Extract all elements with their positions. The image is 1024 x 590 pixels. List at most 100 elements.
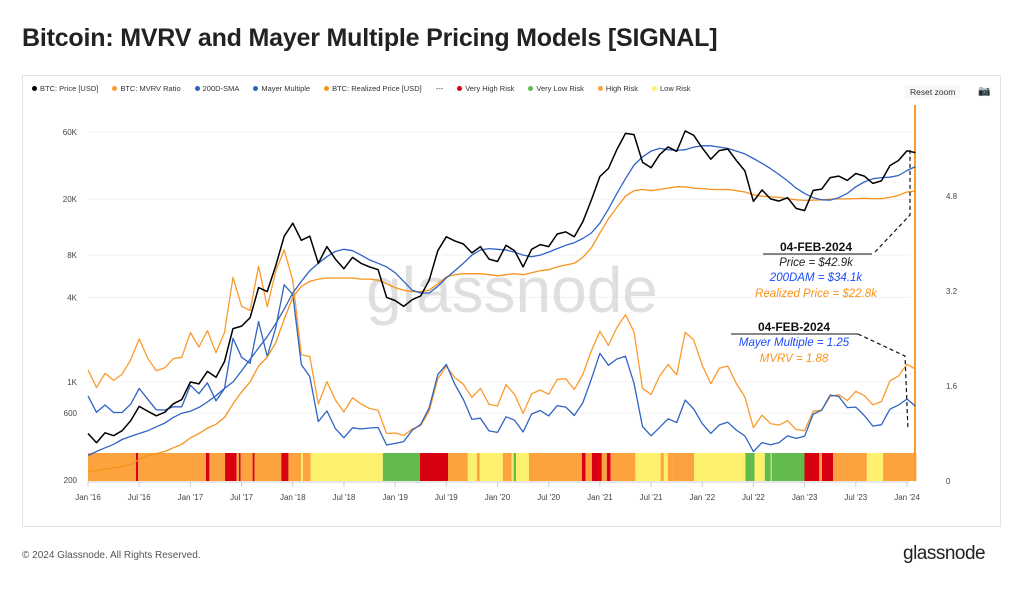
legend-dot-icon bbox=[528, 86, 534, 91]
risk-segment bbox=[635, 453, 661, 481]
annotation-leader-ratio bbox=[857, 333, 909, 431]
watermark: glassnode bbox=[366, 254, 658, 326]
legend-dot-icon bbox=[457, 86, 463, 91]
annotation-date: 04-FEB-2024 bbox=[758, 320, 830, 334]
risk-segment bbox=[745, 453, 755, 481]
annotation-price: Price = $42.9k bbox=[779, 257, 854, 269]
risk-segment bbox=[310, 453, 383, 481]
x-tick-label: Jul '23 bbox=[844, 493, 867, 502]
legend-label: BTC: Realized Price [USD] bbox=[332, 84, 422, 93]
x-tick-label: Jan '20 bbox=[485, 493, 511, 502]
risk-segment bbox=[513, 453, 516, 481]
legend-label: 200D-SMA bbox=[202, 84, 240, 93]
legend-label: Very Low Risk bbox=[536, 84, 584, 93]
sma200-line bbox=[87, 145, 916, 457]
x-tick-label: Jan '16 bbox=[75, 493, 101, 502]
legend-dot-icon bbox=[253, 86, 259, 91]
y-left-tick-label: 20K bbox=[63, 195, 78, 204]
legend-item[interactable]: Very High Risk bbox=[457, 84, 514, 93]
legend-item[interactable]: --- bbox=[436, 84, 444, 93]
risk-segment bbox=[479, 453, 503, 481]
legend-item[interactable]: Mayer Multiple bbox=[253, 84, 310, 93]
risk-segment bbox=[240, 453, 253, 481]
risk-segment bbox=[135, 453, 139, 481]
risk-segment bbox=[667, 453, 673, 481]
risk-segment bbox=[606, 453, 611, 481]
legend-item[interactable]: BTC: Price [USD] bbox=[32, 84, 98, 93]
legend-dot-icon bbox=[597, 86, 603, 91]
x-tick-label: Jan '22 bbox=[689, 493, 715, 502]
y-left-tick-label: 60K bbox=[63, 128, 78, 137]
x-tick-label: Jan '21 bbox=[587, 493, 613, 502]
legend-item[interactable]: High Risk bbox=[597, 84, 639, 93]
risk-segment bbox=[821, 453, 834, 481]
risk-segment bbox=[754, 453, 765, 481]
x-tick-label: Jul '19 bbox=[435, 493, 458, 502]
y-right-tick-label: 0 bbox=[946, 477, 951, 486]
risk-segment bbox=[585, 453, 592, 481]
risk-segment bbox=[591, 453, 602, 481]
y-left-tick-label: 1K bbox=[67, 378, 77, 387]
risk-segment bbox=[771, 453, 805, 481]
annotation-mvrv: MVRV = 1.88 bbox=[760, 353, 829, 365]
y-right-tick-label: 3.2 bbox=[946, 287, 958, 296]
y-left-tick-label: 4K bbox=[67, 293, 77, 302]
risk-segment bbox=[447, 453, 468, 481]
x-tick-label: Jan '24 bbox=[894, 493, 920, 502]
x-tick-label: Jul '17 bbox=[230, 493, 253, 502]
risk-segment bbox=[833, 453, 867, 481]
mvrv-line bbox=[87, 249, 916, 437]
legend-label: Mayer Multiple bbox=[261, 84, 311, 93]
annotation-date: 04-FEB-2024 bbox=[780, 240, 852, 254]
risk-segment bbox=[660, 453, 664, 481]
legend-item[interactable]: Low Risk bbox=[652, 84, 690, 93]
x-tick-label: Jan '17 bbox=[178, 493, 204, 502]
legend-item[interactable]: BTC: MVRV Ratio bbox=[112, 84, 181, 93]
risk-segment bbox=[601, 453, 607, 481]
risk-segment bbox=[138, 453, 206, 481]
y-left-tick-label: 200 bbox=[64, 476, 78, 485]
y-right-tick-label: 4.8 bbox=[946, 192, 958, 201]
risk-segment bbox=[672, 453, 694, 481]
x-tick-label: Jul '18 bbox=[333, 493, 356, 502]
legend: BTC: Price [USD] BTC: MVRV Ratio 200D-SMA M… bbox=[32, 84, 690, 93]
risk-segment bbox=[238, 453, 241, 481]
x-tick-label: Jul '21 bbox=[640, 493, 663, 502]
risk-segment bbox=[528, 453, 582, 481]
y-right-tick-label: 1.6 bbox=[946, 382, 958, 391]
x-tick-label: Jan '19 bbox=[382, 493, 408, 502]
risk-segment bbox=[866, 453, 884, 481]
risk-segment bbox=[281, 453, 289, 481]
legend-label: BTC: MVRV Ratio bbox=[120, 84, 181, 93]
reset-zoom-button[interactable]: Reset zoom bbox=[905, 85, 961, 99]
risk-segment bbox=[382, 453, 421, 481]
legend-dot-icon bbox=[32, 86, 37, 91]
risk-segment bbox=[515, 453, 529, 481]
legend-label: Very High Risk bbox=[465, 84, 515, 93]
legend-item[interactable]: Very Low Risk bbox=[528, 84, 584, 93]
legend-dot-icon bbox=[652, 86, 658, 91]
risk-segment bbox=[467, 453, 477, 481]
risk-segment bbox=[693, 453, 746, 481]
annotation-mayer-multiple: Mayer Multiple = 1.25 bbox=[739, 337, 850, 349]
annotation-leader-price bbox=[874, 148, 911, 253]
realized-price-line bbox=[87, 186, 916, 473]
chart-card bbox=[22, 75, 1001, 527]
y-left-tick-label: 8K bbox=[67, 251, 77, 260]
legend-label: High Risk bbox=[605, 84, 639, 93]
risk-segment bbox=[804, 453, 820, 481]
risk-segment bbox=[610, 453, 636, 481]
camera-icon[interactable]: 📷 bbox=[978, 86, 991, 97]
risk-segment bbox=[770, 453, 772, 481]
legend-item[interactable]: BTC: Realized Price [USD] bbox=[324, 84, 422, 93]
risk-segment bbox=[883, 453, 917, 481]
page-title: Bitcoin: MVRV and Mayer Multiple Pricing… bbox=[22, 24, 718, 52]
legend-dot-icon bbox=[194, 86, 200, 91]
risk-segment bbox=[476, 453, 480, 481]
copyright: © 2024 Glassnode. All Rights Reserved. bbox=[22, 550, 201, 561]
legend-item[interactable]: 200D-SMA bbox=[194, 84, 240, 93]
annotation-realized-price: Realized Price = $22.8k bbox=[755, 288, 878, 300]
legend-label: Low Risk bbox=[660, 84, 691, 93]
risk-segment bbox=[663, 453, 668, 481]
risk-segment bbox=[764, 453, 771, 481]
